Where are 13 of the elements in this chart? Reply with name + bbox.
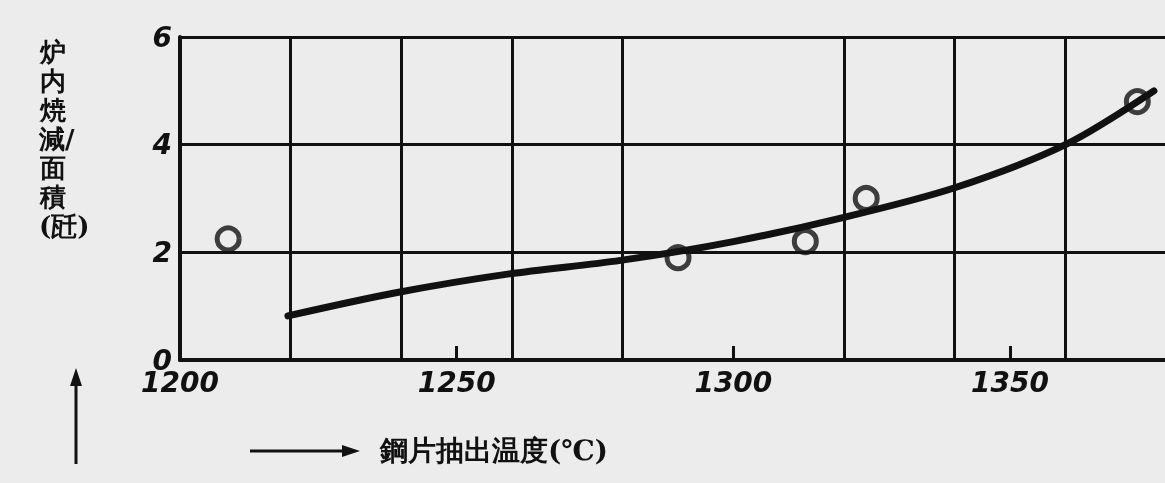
- y-tick-label: 6: [152, 20, 172, 54]
- point: [852, 185, 880, 212]
- y-tick-label: 2: [152, 235, 172, 269]
- point: [214, 225, 242, 253]
- x-axis-title: 鋼片抽出温度(℃): [380, 433, 609, 469]
- point: [664, 244, 692, 272]
- y-tick-label: 4: [151, 128, 172, 162]
- point: [1123, 88, 1151, 116]
- x-tick-label: 1300: [694, 365, 773, 399]
- x-tick-label: 1350: [971, 365, 1050, 399]
- y-axis-title: 炉内焼減/面積(瓩): [39, 37, 90, 241]
- x-tick-label: 1250: [417, 365, 496, 399]
- point: [791, 228, 819, 256]
